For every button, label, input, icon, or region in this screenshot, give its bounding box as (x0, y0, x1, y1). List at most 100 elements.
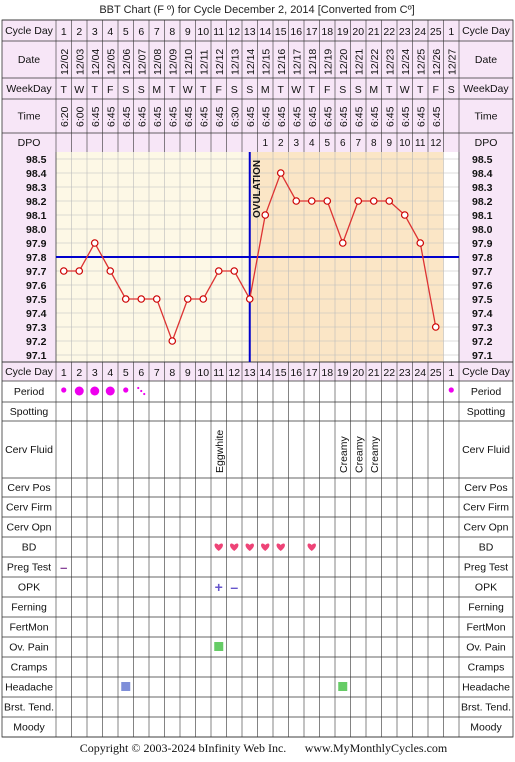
cycle-day-cell-bottom: 21 (368, 367, 380, 379)
dpo-cell: 2 (278, 138, 284, 149)
time-cell: 6:45 (384, 106, 396, 127)
dpo-cell: 5 (324, 138, 330, 149)
cycle-day-cell: 14 (259, 26, 271, 38)
cycle-day-cell: 15 (275, 26, 287, 38)
y-tick-label-right: 98.2 (472, 196, 493, 208)
cerv-fluid-mark: Creamy (353, 435, 365, 473)
date-cell: 12/08 (152, 49, 164, 75)
dpo-row-label-right: DPO (475, 137, 498, 149)
period-mark (61, 387, 67, 393)
y-tick-label-right: 98.1 (472, 210, 493, 222)
y-tick-label-right: 98.4 (472, 168, 493, 180)
time-cell: 6:30 (229, 106, 241, 127)
date-cell: 12/11 (198, 49, 210, 75)
weekday-cell: S (122, 84, 129, 96)
temperature-point (106, 267, 115, 275)
cycle-day-cell: 10 (197, 26, 209, 38)
cycle-day-cell-bottom: 14 (259, 367, 271, 379)
brst-tend-row-label-left: Brst. Tend. (4, 702, 54, 714)
time-cell: 6:45 (105, 106, 117, 127)
weekday-cell: W (74, 84, 84, 96)
y-tick-label-right: 97.6 (472, 280, 493, 292)
cycle-day-cell: 13 (244, 26, 256, 38)
time-cell: 6:45 (136, 106, 148, 127)
opk-row-label-right: OPK (475, 582, 497, 594)
date-cell: 12/19 (322, 49, 334, 75)
cycle-day-cell-bottom: 13 (244, 367, 256, 379)
cycle-day-cell-bottom: 4 (107, 367, 113, 379)
temperature-point (276, 169, 285, 177)
cycle-day-cell: 4 (107, 26, 113, 38)
ferning-row-label-left: Ferning (11, 602, 47, 614)
cycle-day-cell: 18 (321, 26, 333, 38)
time-cell: 6:45 (400, 106, 412, 127)
cycle-day-cell: 16 (290, 26, 302, 38)
cycle-day-cell: 2 (76, 26, 82, 38)
temperature-point (369, 197, 378, 205)
temperature-point (214, 267, 223, 275)
ov-pain-mark (214, 642, 224, 651)
weekday-cell: T (386, 84, 393, 96)
opk-mark: + (215, 579, 223, 595)
cycle-day-cell-bottom: 23 (399, 367, 411, 379)
headache-row-label-right: Headache (462, 682, 510, 694)
time-cell: 6:45 (322, 106, 334, 127)
y-tick-label-left: 97.7 (26, 266, 47, 278)
weekday-cell: T (61, 84, 68, 96)
dpo-cell: 10 (399, 138, 411, 149)
weekday-cell: S (339, 84, 346, 96)
cycle-day-cell: 3 (92, 26, 98, 38)
website-link[interactable]: www.MyMonthlyCycles.com (305, 741, 448, 755)
date-cell: 12/10 (183, 49, 195, 75)
opk-row-label-left: OPK (18, 582, 40, 594)
bd-heart-icon (276, 543, 285, 551)
time-cell: 6:45 (90, 106, 102, 127)
weekday-row-label-left: WeekDay (6, 83, 52, 95)
spotting-row-label-right: Spotting (467, 406, 506, 418)
y-tick-label-left: 97.2 (26, 336, 47, 348)
temperature-point (400, 211, 409, 219)
period-mark (105, 386, 115, 396)
temperature-point (307, 197, 316, 205)
temperature-point (354, 197, 363, 205)
cycle-day-row-label-right: Cycle Day (462, 25, 511, 37)
bd-heart-icon (307, 543, 316, 551)
y-tick-label-right: 97.3 (472, 322, 493, 334)
temperature-point (230, 267, 239, 275)
weekday-cell: M (261, 84, 270, 96)
bd-heart-icon (245, 543, 254, 551)
cycle-day-cell: 25 (430, 26, 442, 38)
y-tick-label-right: 97.5 (472, 294, 493, 306)
dpo-cell: 7 (355, 138, 361, 149)
date-cell: 12/02 (59, 49, 71, 75)
y-tick-label-right: 97.1 (472, 350, 493, 362)
bd-row-label-left: BD (22, 542, 37, 554)
period-mark (448, 387, 454, 393)
cycle-day-cell-bottom: 3 (92, 367, 98, 379)
ov-pain-row-label-left: Ov. Pain (9, 642, 49, 654)
ovulation-label: OVULATION (252, 160, 263, 218)
cycle-day-cell-bottom: 7 (154, 367, 160, 379)
ov-pain-row-label-right: Ov. Pain (466, 642, 506, 654)
headache-row-label-left: Headache (5, 682, 53, 694)
period-mark (90, 386, 100, 396)
temperature-point (152, 295, 161, 303)
date-cell: 12/17 (291, 49, 303, 75)
brst-tend-row-label-right: Brst. Tend. (461, 702, 511, 714)
preg-test-mark: – (60, 560, 67, 575)
period-mark (137, 386, 140, 390)
cycle-day-cell: 22 (383, 26, 395, 38)
weekday-cell: S (231, 84, 238, 96)
cycle-day-cell: 8 (169, 26, 175, 38)
cycle-day-cell-bottom: 9 (185, 367, 191, 379)
time-cell: 6:45 (353, 106, 365, 127)
y-tick-label-left: 98.2 (26, 196, 47, 208)
temperature-point (245, 295, 254, 303)
date-row-label-left: Date (18, 54, 40, 66)
dpo-cell: 1 (262, 138, 268, 149)
temperature-point (199, 295, 208, 303)
time-cell: 6:45 (214, 106, 226, 127)
cycle-day-cell: 1 (61, 26, 67, 38)
time-cell: 6:45 (431, 106, 443, 127)
